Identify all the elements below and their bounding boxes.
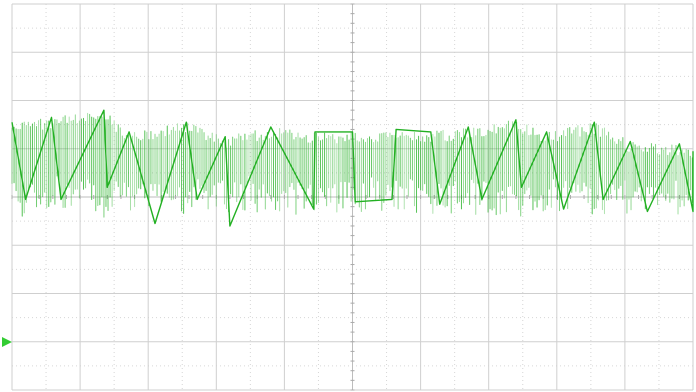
channel-trace: [11, 109, 694, 227]
channel-ground-marker: [2, 337, 12, 347]
trace-envelope: [11, 109, 694, 227]
graticule: [11, 3, 694, 391]
